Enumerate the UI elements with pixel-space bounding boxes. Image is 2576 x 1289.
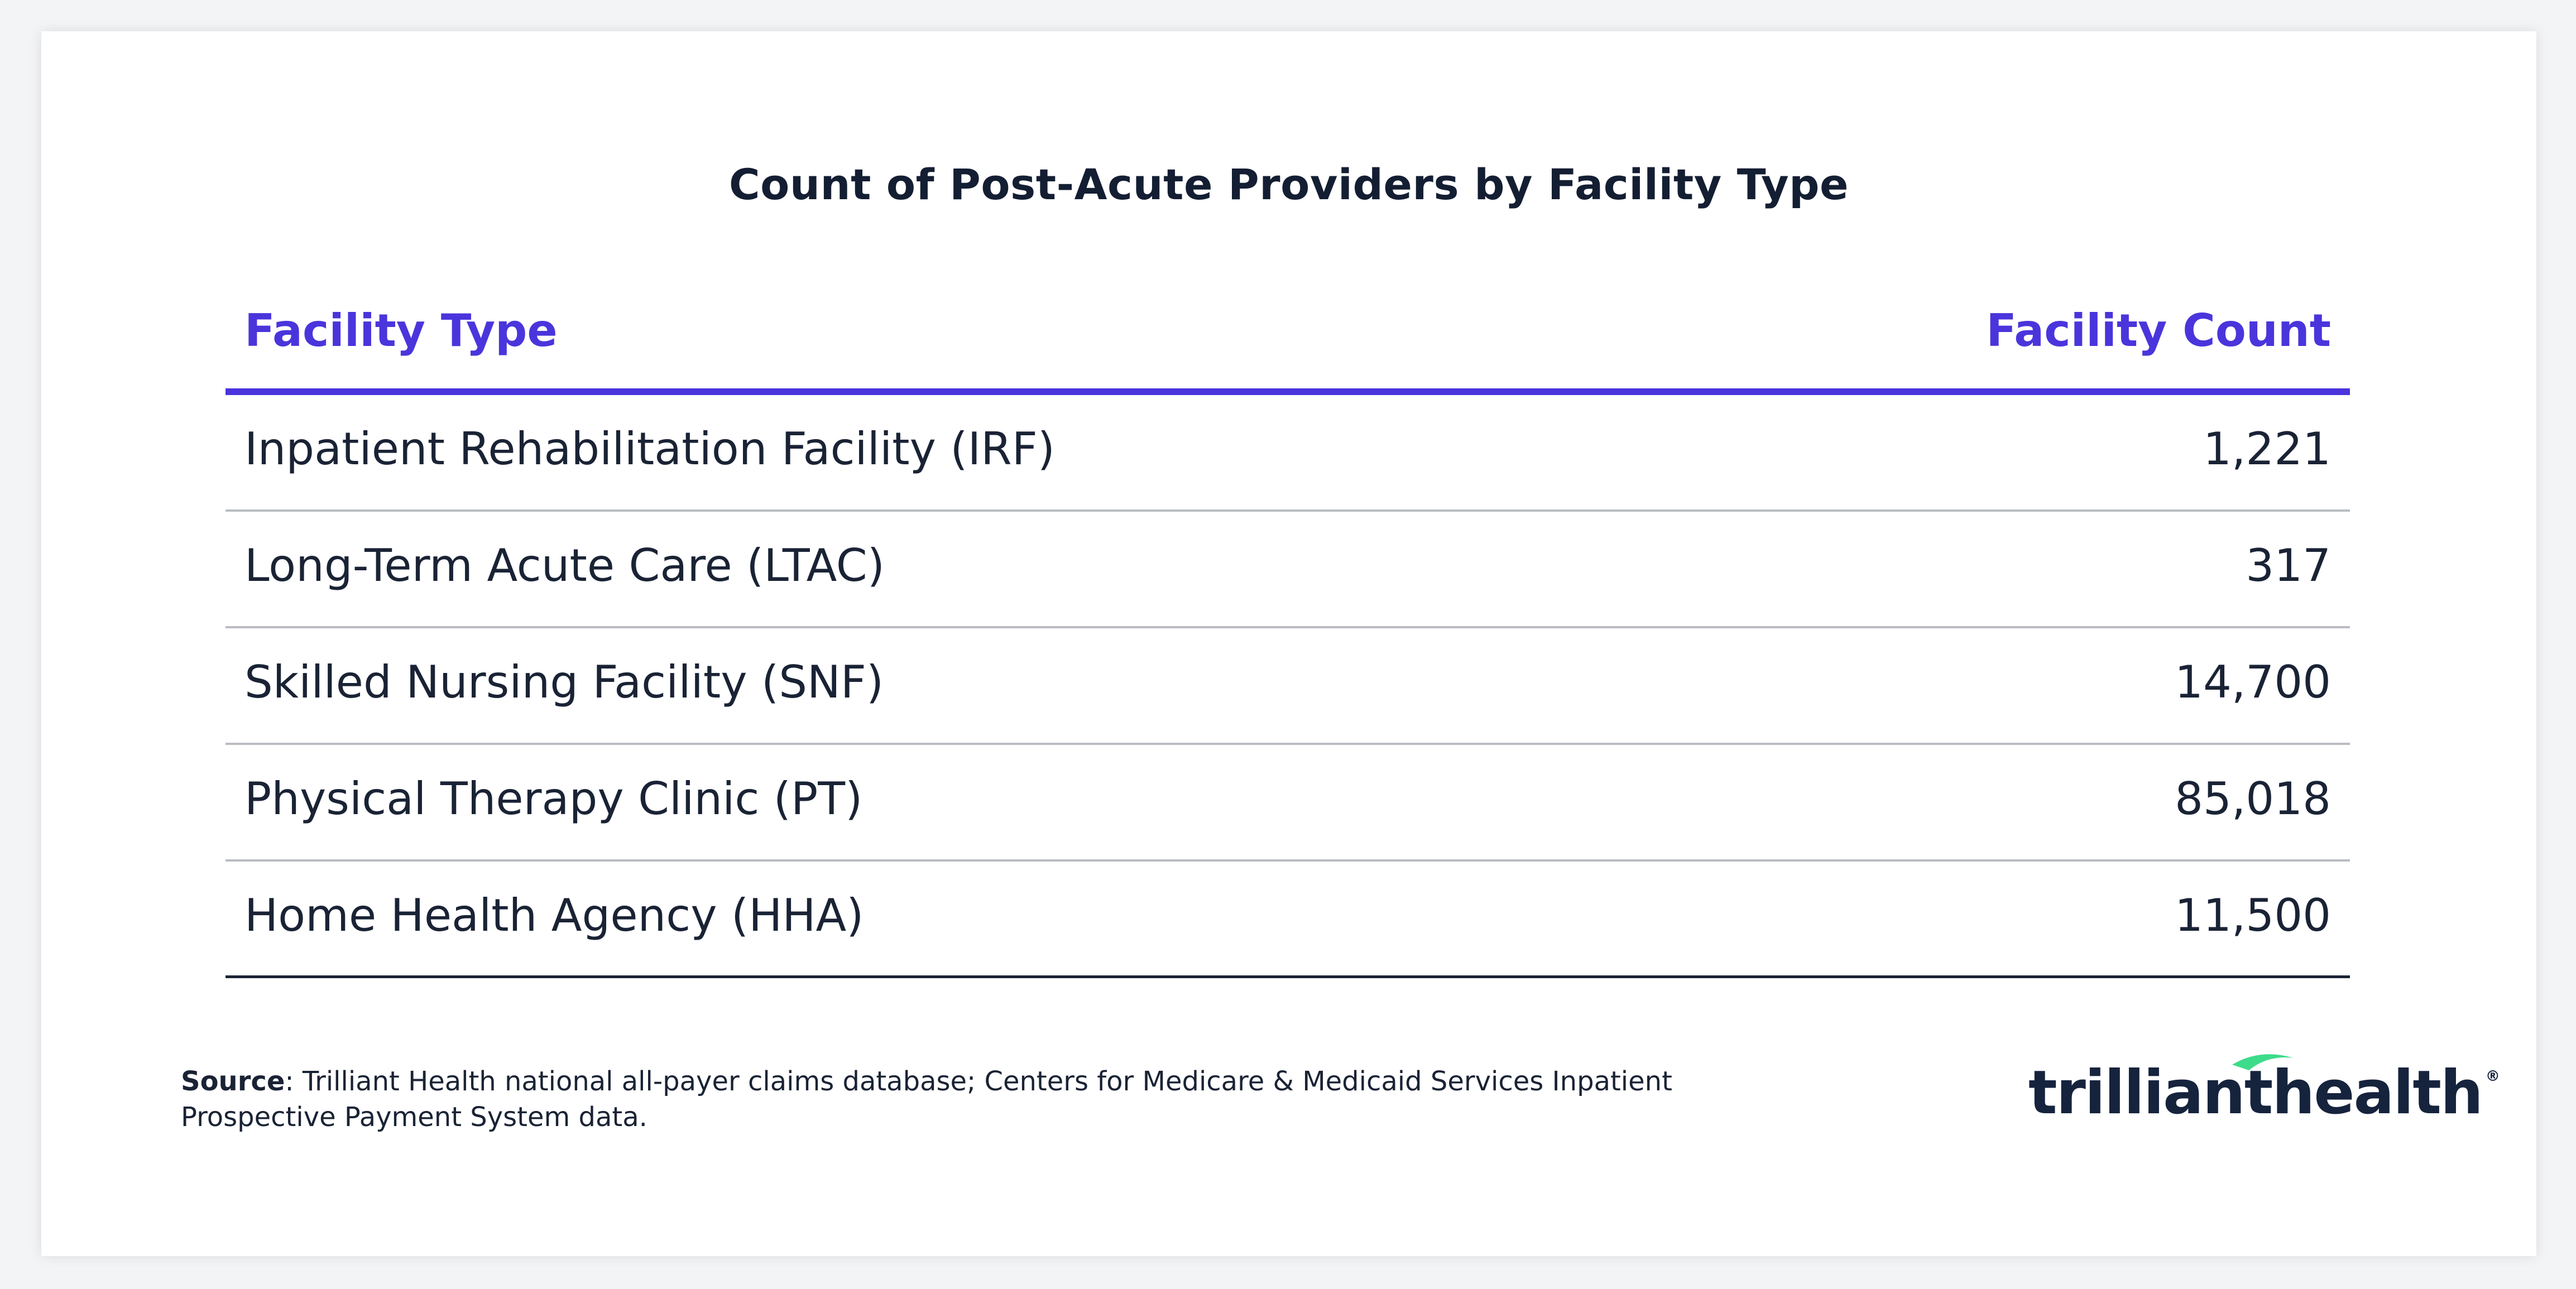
table-row: Physical Therapy Clinic (PT) 85,018 <box>226 745 2350 862</box>
facility-type-cell: Home Health Agency (HHA) <box>244 889 864 941</box>
facility-table: Facility Type Facility Count Inpatient R… <box>226 277 2350 978</box>
column-header-facility-count: Facility Count <box>1986 305 2331 357</box>
table-row: Skilled Nursing Facility (SNF) 14,700 <box>226 628 2350 745</box>
trilliant-health-logo: trillianthealth ® <box>2028 1054 2500 1128</box>
table-row: Home Health Agency (HHA) 11,500 <box>226 862 2350 978</box>
logo-text-health: health <box>2272 1058 2483 1128</box>
table-body: Inpatient Rehabilitation Facility (IRF) … <box>226 395 2350 978</box>
source-text-line2: Prospective Payment System data. <box>181 1102 647 1133</box>
facility-type-cell: Long-Term Acute Care (LTAC) <box>244 540 885 591</box>
facility-count-cell: 317 <box>2246 540 2331 591</box>
facility-count-cell: 11,500 <box>2175 889 2331 941</box>
facility-type-cell: Physical Therapy Clinic (PT) <box>244 773 863 825</box>
chart-card: Count of Post-Acute Providers by Facilit… <box>41 31 2536 1256</box>
table-row: Inpatient Rehabilitation Facility (IRF) … <box>226 395 2350 512</box>
column-header-facility-type: Facility Type <box>244 305 558 357</box>
chart-title: Count of Post-Acute Providers by Facilit… <box>728 160 1849 209</box>
table-header: Facility Type Facility Count <box>226 277 2350 395</box>
logo-text-trilliant: trilliant <box>2028 1058 2273 1128</box>
registered-mark: ® <box>2485 1068 2500 1085</box>
source-text: : Trilliant Health national all-payer cl… <box>285 1066 1672 1097</box>
logo-swoosh-icon <box>2232 1054 2294 1070</box>
facility-count-cell: 14,700 <box>2175 656 2331 708</box>
facility-count-cell: 1,221 <box>2203 423 2331 475</box>
facility-count-cell: 85,018 <box>2175 773 2331 825</box>
facility-type-cell: Skilled Nursing Facility (SNF) <box>244 656 884 708</box>
source-label: Source <box>181 1066 285 1097</box>
table-row: Long-Term Acute Care (LTAC) 317 <box>226 512 2350 628</box>
source-note: Source: Trilliant Health national all-pa… <box>181 1064 1688 1135</box>
facility-type-cell: Inpatient Rehabilitation Facility (IRF) <box>244 423 1055 475</box>
